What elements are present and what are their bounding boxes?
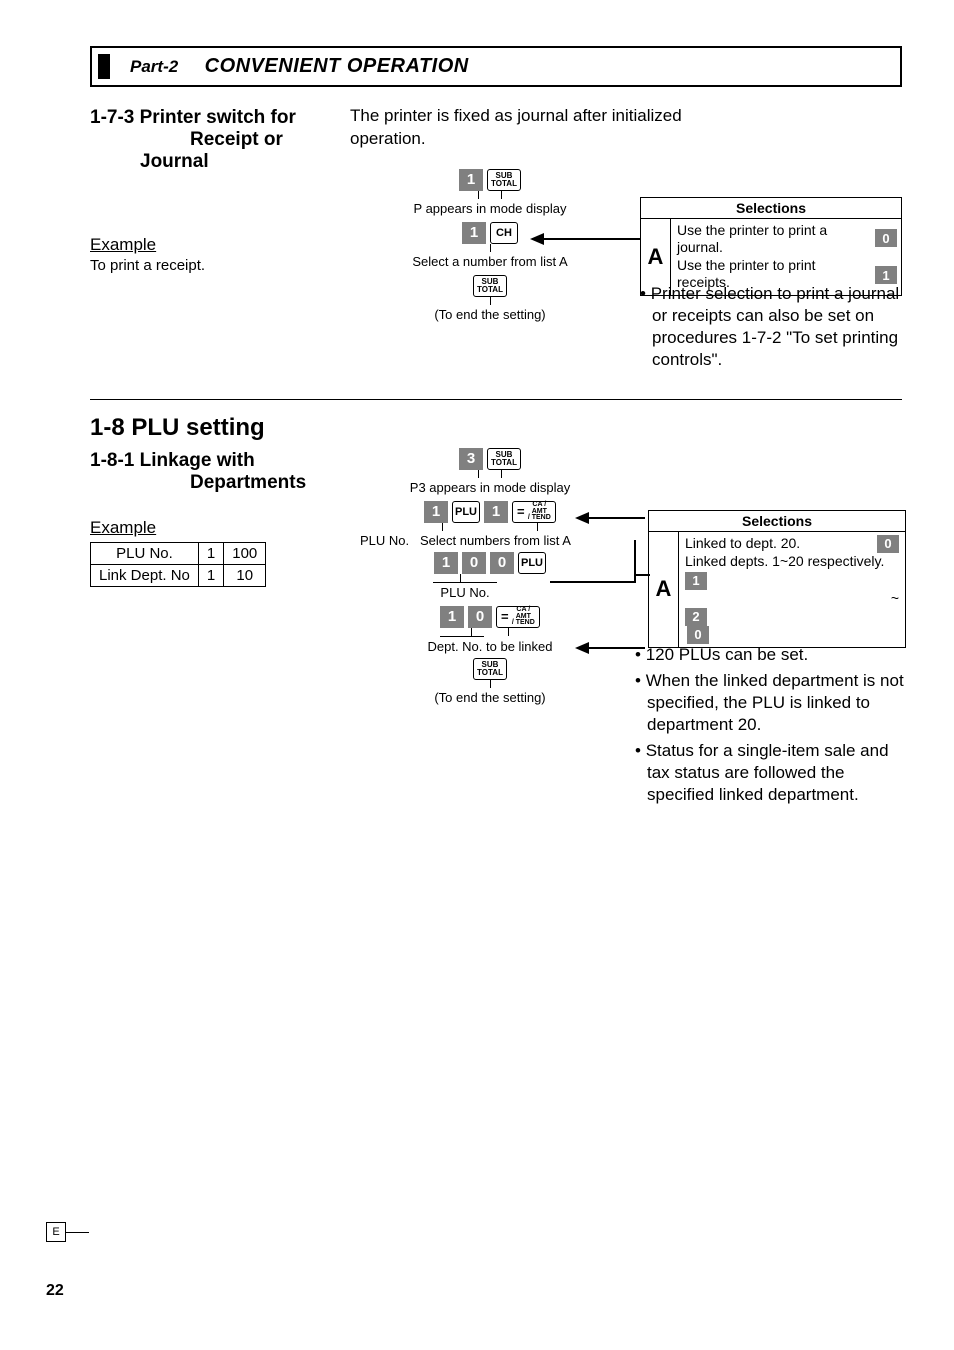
digit-key: 1 — [434, 552, 458, 574]
catend-key: =CA / AMT/ TEND — [496, 606, 540, 628]
sel-title: Selections — [649, 511, 905, 532]
s181-row-plu1: 1 PLU 1 =CA / AMT/ TEND — [424, 501, 556, 523]
subtotal-key: SUBTOTAL — [473, 658, 507, 680]
s173-cap2: Select a number from list A — [412, 254, 567, 269]
sel-line1: Use the printer to print a journal. — [677, 222, 827, 256]
sel-line1: Linked to dept. 20. — [685, 535, 800, 553]
s181-h-l2: Departments — [140, 472, 306, 493]
digit-key: 3 — [459, 448, 483, 470]
s181-h-l1: 1-8-1 Linkage with — [90, 450, 255, 471]
s181-left: 1-8-1 Linkage with Departments Example P… — [90, 448, 350, 778]
s181-b1: • 120 PLUs can be set. — [635, 644, 910, 666]
digit-key: 0 — [490, 552, 514, 574]
digit-key: 1 — [484, 501, 508, 523]
section-banner: Part-2 CONVENIENT OPERATION — [90, 46, 902, 87]
plu-key: PLU — [452, 501, 480, 523]
sel-line2: Linked depts. 1~20 respectively. — [685, 553, 884, 569]
s173-bullet: • Printer selection to print a journal o… — [640, 283, 910, 371]
digit-key: 1 — [459, 169, 483, 191]
s181-b3-t: Status for a single-item sale and tax st… — [646, 741, 889, 804]
s181-cap-p3: P3 appears in mode display — [410, 480, 570, 495]
s181-b2: • When the linked department is not spec… — [635, 670, 910, 736]
section-1-7-3: 1-7-3 Printer switch for Receipt or Jour… — [90, 105, 902, 379]
s181-cap-dept: Dept. No. to be linked — [427, 639, 552, 654]
divider — [90, 399, 902, 400]
banner-text: Part-2 CONVENIENT OPERATION — [130, 59, 469, 76]
subtotal-key: SUBTOTAL — [487, 448, 521, 470]
section-1-8-1: 1-8-1 Linkage with Departments Example P… — [90, 448, 902, 778]
s173-cap3: (To end the setting) — [434, 307, 545, 322]
s181-row-p3: 3 SUBTOTAL — [459, 448, 521, 470]
s173-ex-label: Example — [90, 235, 350, 255]
s181-cap-plunum: PLU No. — [360, 533, 409, 548]
digit-key: 0 — [875, 229, 897, 247]
ch-key: CH — [490, 222, 518, 244]
s173-row1: 1 SUBTOTAL — [459, 169, 521, 191]
s181-row-plu100: 1 0 0 PLU — [434, 552, 546, 574]
s181-cap-plunum2: PLU No. — [440, 585, 489, 600]
sel-a-label: A — [649, 532, 679, 647]
s173-intro: The printer is fixed as journal after in… — [350, 105, 750, 151]
s173-h-l2: Receipt or Journal — [140, 129, 283, 172]
cell: 1 — [198, 542, 223, 564]
banner-part: Part-2 — [130, 57, 178, 76]
digit-key: 2 — [685, 608, 707, 626]
s181-cap-sel: Select numbers from list A — [420, 533, 571, 548]
s173-h-l1: 1-7-3 Printer switch for — [90, 107, 296, 128]
page-footer: E 22 — [46, 1222, 66, 1300]
s173-bullet-wrap: • Printer selection to print a journal o… — [640, 279, 910, 371]
page-number: 22 — [46, 1282, 64, 1300]
cell: Link Dept. No — [91, 564, 199, 586]
arrow-icon — [575, 510, 645, 526]
s173-right: The printer is fixed as journal after in… — [350, 105, 902, 379]
s181-example-table: PLU No. 1 100 Link Dept. No 1 10 — [90, 542, 266, 587]
s181-selection-box: Selections A Linked to dept. 20. 0 Linke… — [648, 510, 906, 648]
subtotal-key: SUBTOTAL — [473, 275, 507, 297]
sel-text: Linked to dept. 20. 0 Linked depts. 1~20… — [679, 532, 905, 647]
catend-key: =CA / AMT/ TEND — [512, 501, 556, 523]
digit-key: 0 — [877, 535, 899, 553]
s181-cap-end: (To end the setting) — [434, 690, 545, 705]
cell: 10 — [224, 564, 266, 586]
s181-right: 3 SUBTOTAL P3 appears in mode display 1 … — [350, 448, 902, 778]
plu-key: PLU — [518, 552, 546, 574]
banner-title: CONVENIENT OPERATION — [205, 55, 469, 77]
s173-left: 1-7-3 Printer switch for Receipt or Jour… — [90, 105, 350, 379]
digit-key: 0 — [468, 606, 492, 628]
digit-key: 1 — [424, 501, 448, 523]
digit-key: 0 — [462, 552, 486, 574]
digit-key: 1 — [440, 606, 464, 628]
sel-title: Selections — [641, 198, 901, 219]
s181-heading: 1-8-1 Linkage with Departments — [90, 450, 350, 494]
cell: 100 — [224, 542, 266, 564]
s181-ex-label: Example — [90, 518, 350, 538]
s173-cap1: P appears in mode display — [414, 201, 567, 216]
s18-title: 1-8 PLU setting — [90, 414, 902, 442]
arrow-icon — [530, 231, 640, 247]
s173-heading: 1-7-3 Printer switch for Receipt or Jour… — [90, 107, 350, 173]
s181-row-dept10: 1 0 =CA / AMT/ TEND — [440, 606, 540, 628]
digit-key: 1 — [462, 222, 486, 244]
digit-key: 1 — [685, 572, 707, 590]
cell: 1 — [198, 564, 223, 586]
s173-row2: 1 CH — [462, 222, 518, 244]
s181-b1-t: 120 PLUs can be set. — [646, 645, 809, 664]
s173-bullet-text: Printer selection to print a journal or … — [651, 284, 900, 369]
range-tilde: ~ — [891, 590, 899, 606]
s181-b3: • Status for a single-item sale and tax … — [635, 740, 910, 806]
s181-bullets: • 120 PLUs can be set. • When the linked… — [635, 640, 910, 807]
footer-e: E — [46, 1222, 66, 1242]
bracket-connector — [550, 540, 660, 650]
cell: PLU No. — [91, 542, 199, 564]
s173-ex-sub: To print a receipt. — [90, 257, 350, 274]
subtotal-key: SUBTOTAL — [487, 169, 521, 191]
s181-b2-t: When the linked department is not specif… — [646, 671, 904, 734]
